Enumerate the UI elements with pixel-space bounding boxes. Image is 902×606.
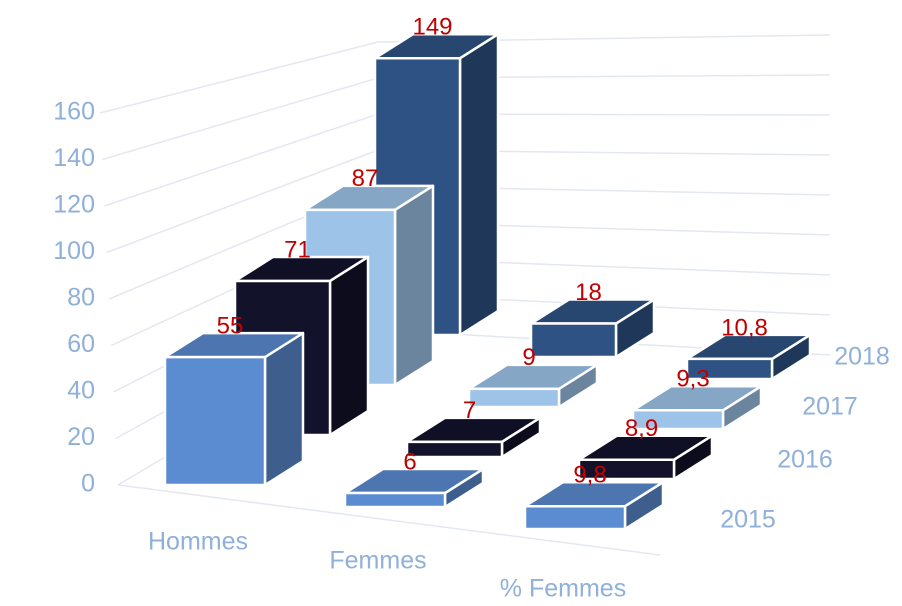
value-label: 9,3 bbox=[676, 366, 709, 393]
value-label: 10,8 bbox=[721, 314, 768, 341]
bar-front bbox=[577, 458, 676, 481]
depth-tick-label: 2018 bbox=[834, 343, 890, 371]
value-label: 6 bbox=[403, 448, 416, 475]
x-tick-label: Femmes bbox=[329, 547, 426, 575]
depth-tick-label: 2017 bbox=[802, 393, 858, 421]
bar-side bbox=[328, 255, 370, 437]
y-tick-label: 20 bbox=[67, 423, 95, 451]
bar-side bbox=[458, 32, 500, 337]
value-label: 9,8 bbox=[573, 462, 606, 489]
value-label: 9 bbox=[522, 344, 535, 371]
bar-front bbox=[523, 504, 627, 531]
value-label: 87 bbox=[352, 165, 379, 192]
y-tick-label: 160 bbox=[53, 98, 95, 126]
bar bbox=[529, 298, 656, 359]
bar bbox=[685, 333, 812, 381]
value-label: 71 bbox=[284, 236, 311, 263]
bar bbox=[523, 480, 665, 531]
grid-line bbox=[99, 34, 831, 114]
y-tick-label: 100 bbox=[53, 237, 95, 265]
bar-front bbox=[163, 355, 267, 487]
bar-front bbox=[343, 491, 447, 509]
y-tick-label: 40 bbox=[67, 377, 95, 405]
depth-tick-label: 2016 bbox=[777, 446, 833, 474]
x-tick-label: % Femmes bbox=[500, 575, 626, 603]
x-tick-label: Hommes bbox=[148, 528, 248, 556]
bar-front bbox=[631, 409, 725, 431]
y-tick-label: 80 bbox=[67, 284, 95, 312]
bar bbox=[467, 363, 599, 409]
y-tick-label: 120 bbox=[53, 191, 95, 219]
value-label: 7 bbox=[463, 397, 476, 424]
y-tick-label: 140 bbox=[53, 144, 95, 172]
bar-side bbox=[393, 184, 435, 387]
bar bbox=[163, 331, 305, 487]
depth-tick-label: 2015 bbox=[720, 506, 776, 534]
bar-front bbox=[405, 440, 504, 459]
floor-edge bbox=[117, 484, 661, 556]
y-tick-label: 60 bbox=[67, 330, 95, 358]
bar-front bbox=[685, 357, 774, 381]
bar bbox=[577, 434, 714, 481]
y-tick-label: 0 bbox=[81, 470, 95, 498]
value-label: 55 bbox=[217, 312, 244, 339]
bar-front bbox=[467, 387, 561, 409]
value-label: 149 bbox=[412, 14, 452, 41]
bar bbox=[343, 467, 485, 509]
value-label: 8,9 bbox=[625, 415, 658, 442]
value-label: 18 bbox=[575, 279, 602, 306]
bar-front bbox=[529, 322, 618, 359]
bar bbox=[405, 416, 542, 459]
bar-side bbox=[263, 331, 305, 487]
bar bbox=[631, 385, 763, 431]
